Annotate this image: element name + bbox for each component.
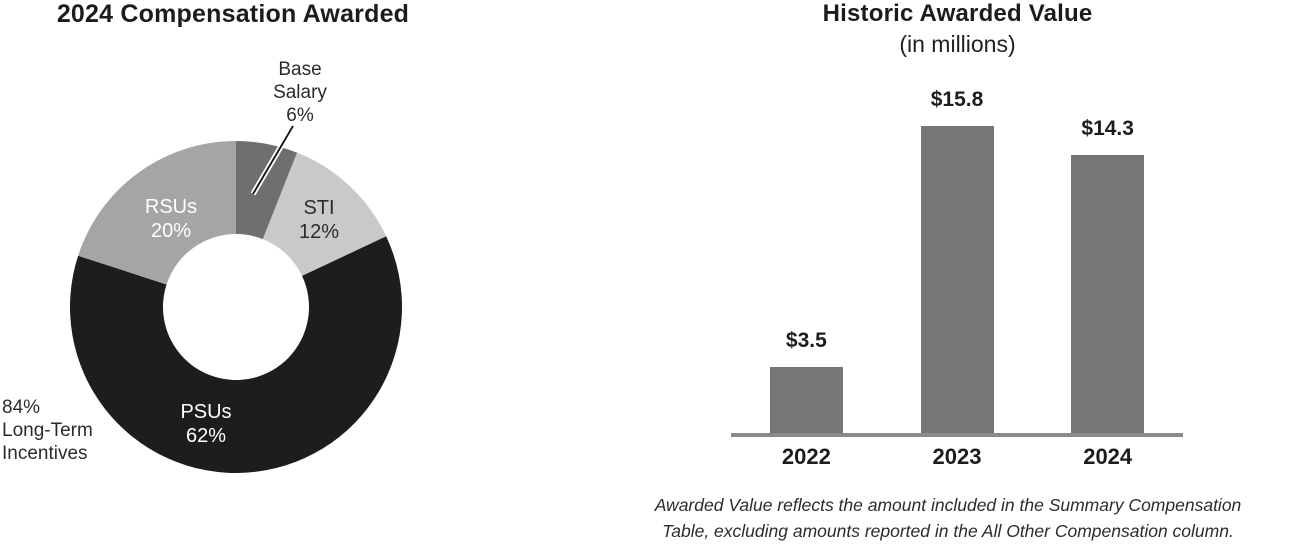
bar <box>920 126 994 435</box>
callout-line-1: Base <box>278 59 322 80</box>
donut-label-rsus-pct: 20% <box>150 220 192 242</box>
x-axis-line <box>731 433 1183 437</box>
donut-label-rsus-name: RSUs <box>144 196 198 218</box>
bar-value-label: $14.3 <box>1081 117 1134 141</box>
bar-year-label: 2022 <box>781 444 831 469</box>
donut-label-sti: STI 12% <box>264 196 374 244</box>
donut-slice-psus <box>70 236 402 473</box>
bar <box>1071 155 1145 435</box>
callout-base-salary: Base Salary 6% <box>250 58 350 127</box>
donut-label-sti-pct: 12% <box>298 221 340 243</box>
donut-slice-rsus <box>78 141 237 285</box>
bar-years: 2022 2023 2024 <box>731 444 1183 470</box>
bar-column-2023: $15.8 <box>882 88 1033 435</box>
bar-columns: $3.5 $15.8 $14.3 <box>731 88 1183 435</box>
bar <box>769 366 843 435</box>
lti-annotation-line-3: Incentives <box>2 443 88 464</box>
bar-column-2024: $14.3 <box>1032 117 1183 435</box>
lti-annotation-line-1: 84% <box>2 397 41 418</box>
callout-line-3: 6% <box>286 105 314 126</box>
bar-value-label: $15.8 <box>930 88 984 111</box>
donut-label-sti-name: STI <box>303 197 335 219</box>
bar-year-label: 2023 <box>932 444 982 469</box>
donut-label-psus: PSUs 62% <box>151 400 261 448</box>
donut-label-psus-pct: 62% <box>185 425 227 447</box>
donut-label-psus-name: PSUs <box>180 401 232 423</box>
donut-chart-title: 2024 Compensation Awarded <box>56 0 410 28</box>
bar-chart-title: Historic Awarded Value <box>822 0 1093 27</box>
bar-value-label: $3.5 <box>785 328 827 352</box>
bar-chart-subtitle: (in millions) <box>899 31 1016 57</box>
donut-slice-sti <box>262 152 387 276</box>
footnote-line-1: Awarded Value reflects the amount includ… <box>654 495 1242 515</box>
donut-slice-base-salary <box>236 141 298 240</box>
callout-leader-line <box>250 124 296 196</box>
donut-label-rsus: RSUs 20% <box>116 195 226 243</box>
lti-annotation: 84% Long-Term Incentives <box>2 396 93 465</box>
bar-column-2022: $3.5 <box>731 328 882 435</box>
donut <box>70 141 402 473</box>
footnote-line-2: Table, excluding amounts reported in the… <box>662 521 1234 541</box>
lti-annotation-line-2: Long-Term <box>2 420 93 441</box>
footnote: Awarded Value reflects the amount includ… <box>606 492 1290 544</box>
bar-year-label: 2024 <box>1083 444 1133 469</box>
callout-line-2: Salary <box>273 82 327 103</box>
